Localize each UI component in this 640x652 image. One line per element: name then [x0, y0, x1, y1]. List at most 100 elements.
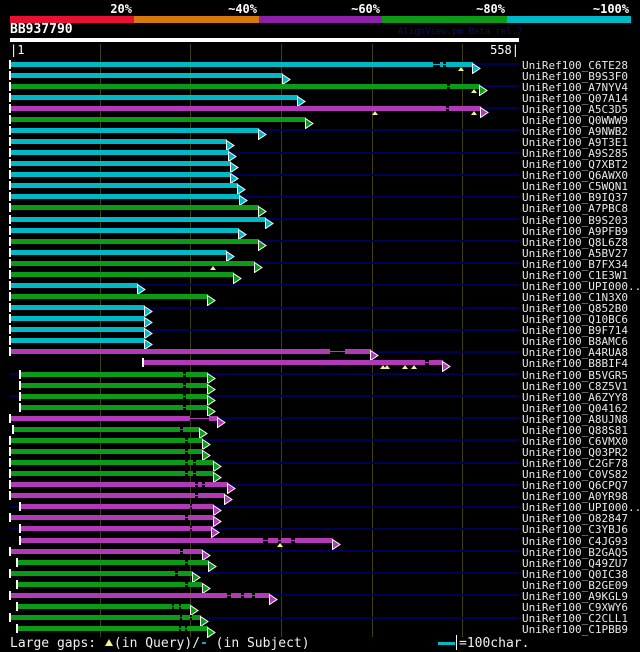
hit-label[interactable]: UniRef100_C6VMX0	[522, 434, 628, 448]
hit-label[interactable]: UniRef100_C6TE28	[522, 58, 628, 72]
hit-label[interactable]: UniRef100_C0VS82	[522, 468, 628, 482]
alignment-row[interactable]: UniRef100_Q6CPQ7	[0, 479, 640, 495]
alignment-row[interactable]: UniRef100_Q49ZU7	[0, 556, 640, 573]
alignment-bar[interactable]	[10, 105, 481, 111]
hit-label[interactable]: UniRef100_C8Z5V1	[522, 379, 628, 393]
alignment-row[interactable]: UniRef100_Q6AWX0	[0, 169, 640, 185]
alignment-row[interactable]: UniRef100_C2CLL1	[0, 612, 640, 628]
alignment-row[interactable]: UniRef100_Q0IC38	[0, 568, 640, 584]
alignment-row[interactable]: UniRef100_B9S3F0	[0, 69, 640, 86]
alignment-bar[interactable]	[10, 482, 228, 488]
hit-label[interactable]: UniRef100_B2GAQ5	[522, 545, 628, 559]
hit-label[interactable]: UniRef100_Q10BC6	[522, 313, 628, 327]
alignment-bar[interactable]	[20, 526, 213, 532]
alignment-row[interactable]: UniRef100_C5WQN1	[0, 180, 640, 196]
hit-label[interactable]: UniRef100_A9S285	[522, 147, 628, 161]
alignment-bar[interactable]	[10, 161, 231, 167]
hit-label[interactable]: UniRef100_C1E3W1	[522, 268, 628, 282]
alignment-bar[interactable]	[20, 371, 208, 377]
alignment-bar[interactable]	[10, 471, 215, 477]
hit-label[interactable]: UniRef100_Q7XBT2	[522, 158, 628, 172]
hit-label[interactable]: UniRef100_A6ZYY8	[522, 390, 628, 404]
alignment-row[interactable]: UniRef100_A9NWB2	[0, 124, 640, 141]
hit-label[interactable]: UniRef100_UPI000..	[522, 279, 640, 293]
alignment-row[interactable]: UniRef100_A7PBC8	[0, 202, 640, 218]
alignment-row[interactable]: UniRef100_Q852B0	[0, 302, 640, 318]
hit-label[interactable]: UniRef100_A9T3E1	[522, 136, 628, 149]
alignment-bar[interactable]	[10, 260, 255, 266]
hit-label[interactable]: UniRef100_A7NYV4	[522, 80, 628, 94]
hit-label[interactable]: UniRef100_B9IQ37	[522, 191, 628, 205]
alignment-bar[interactable]	[20, 504, 215, 510]
alignment-row[interactable]: UniRef100_C1E3W1	[0, 268, 640, 285]
hit-label[interactable]: UniRef100_A9NWB2	[522, 124, 628, 138]
alignment-bar[interactable]	[20, 393, 208, 399]
hit-label[interactable]: UniRef100_Q0WWW9	[522, 113, 628, 127]
alignment-bar[interactable]	[10, 437, 203, 443]
alignment-bar[interactable]	[10, 548, 203, 554]
alignment-row[interactable]: UniRef100_C9XWY6	[0, 601, 640, 617]
alignment-bar[interactable]	[10, 460, 215, 465]
hit-label[interactable]: UniRef100_A4RUA8	[522, 346, 628, 360]
alignment-bar[interactable]	[10, 116, 306, 122]
alignment-row[interactable]: UniRef100_Q8L6Z8	[0, 235, 640, 252]
hit-label[interactable]: UniRef100_Q8L6Z8	[522, 235, 628, 249]
alignment-row[interactable]: UniRef100_Q04162	[0, 402, 640, 418]
hit-label[interactable]: UniRef100_B7FX34	[522, 257, 628, 271]
alignment-bar[interactable]	[17, 581, 203, 587]
hit-label[interactable]: UniRef100_B5VGR5	[522, 368, 628, 382]
alignment-bar[interactable]	[10, 282, 139, 288]
hit-label[interactable]: UniRef100_B2GE09	[522, 578, 628, 592]
hit-label[interactable]: UniRef100_B9S3F0	[522, 69, 628, 83]
alignment-bar[interactable]	[10, 249, 227, 255]
alignment-row[interactable]: UniRef100_A5C3D5	[0, 103, 640, 119]
alignment-bar[interactable]	[10, 227, 239, 233]
alignment-bar[interactable]	[10, 592, 270, 598]
alignment-bar[interactable]	[17, 559, 209, 565]
alignment-row[interactable]: UniRef100_A9KGL9	[0, 590, 640, 606]
alignment-row[interactable]: UniRef100_B7FX34	[0, 257, 640, 274]
hit-label[interactable]: UniRef100_A7PBC8	[522, 202, 628, 216]
alignment-row[interactable]: UniRef100_B5VGR5	[0, 368, 640, 384]
alignment-row[interactable]: UniRef100_A9S285	[0, 147, 640, 163]
alignment-bar[interactable]	[10, 615, 201, 620]
alignment-bar[interactable]	[10, 415, 218, 421]
hit-label[interactable]: UniRef100_C1PBB9	[522, 623, 628, 637]
hit-label[interactable]: UniRef100_Q49ZU7	[522, 556, 628, 570]
alignment-row[interactable]: UniRef100_Q7XBT2	[0, 158, 640, 174]
alignment-bar[interactable]	[10, 94, 298, 100]
hit-label[interactable]: UniRef100_C5WQN1	[522, 180, 628, 194]
hit-label[interactable]: UniRef100_C2CLL1	[522, 612, 628, 625]
alignment-bar[interactable]	[10, 349, 372, 355]
alignment-row[interactable]: UniRef100_C1PBB9	[0, 623, 640, 639]
alignment-bar[interactable]	[10, 72, 284, 78]
hit-label[interactable]: UniRef100_A8UJN8	[522, 412, 628, 426]
alignment-row[interactable]: UniRef100_Q10BC6	[0, 313, 640, 329]
alignment-row[interactable]: UniRef100_A9PFB9	[0, 225, 640, 241]
alignment-row[interactable]: UniRef100_B2GE09	[0, 578, 640, 595]
alignment-bar[interactable]	[12, 426, 200, 432]
alignment-bar[interactable]	[10, 83, 480, 89]
hit-label[interactable]: UniRef100_Q6CPQ7	[522, 479, 628, 493]
alignment-bar[interactable]	[143, 360, 443, 366]
alignment-row[interactable]: UniRef100_A7NYV4	[0, 80, 640, 97]
alignment-bar[interactable]	[10, 515, 215, 521]
hit-label[interactable]: UniRef100_A5BV27	[522, 246, 628, 260]
alignment-bar[interactable]	[17, 603, 191, 609]
alignment-row[interactable]: UniRef100_Q0WWW9	[0, 113, 640, 130]
alignment-bar[interactable]	[20, 382, 208, 388]
alignment-row[interactable]: UniRef100_Q88S81	[0, 424, 640, 440]
hit-label[interactable]: UniRef100_UPI000..	[522, 501, 640, 515]
alignment-bar[interactable]	[10, 305, 146, 310]
alignment-bar[interactable]	[10, 238, 259, 244]
hit-label[interactable]: UniRef100_B8AMC6	[522, 335, 628, 349]
alignment-bar[interactable]	[10, 448, 203, 454]
hit-label[interactable]: UniRef100_B8BIF4	[522, 357, 628, 371]
alignment-row[interactable]: UniRef100_Q03PR2	[0, 446, 640, 462]
alignment-bar[interactable]	[10, 493, 226, 499]
alignment-bar[interactable]	[10, 139, 227, 144]
alignment-bar[interactable]	[10, 172, 231, 178]
alignment-bar[interactable]	[10, 294, 208, 299]
alignment-row[interactable]: UniRef100_A4RUA8	[0, 346, 640, 362]
alignment-bar[interactable]	[10, 183, 238, 189]
